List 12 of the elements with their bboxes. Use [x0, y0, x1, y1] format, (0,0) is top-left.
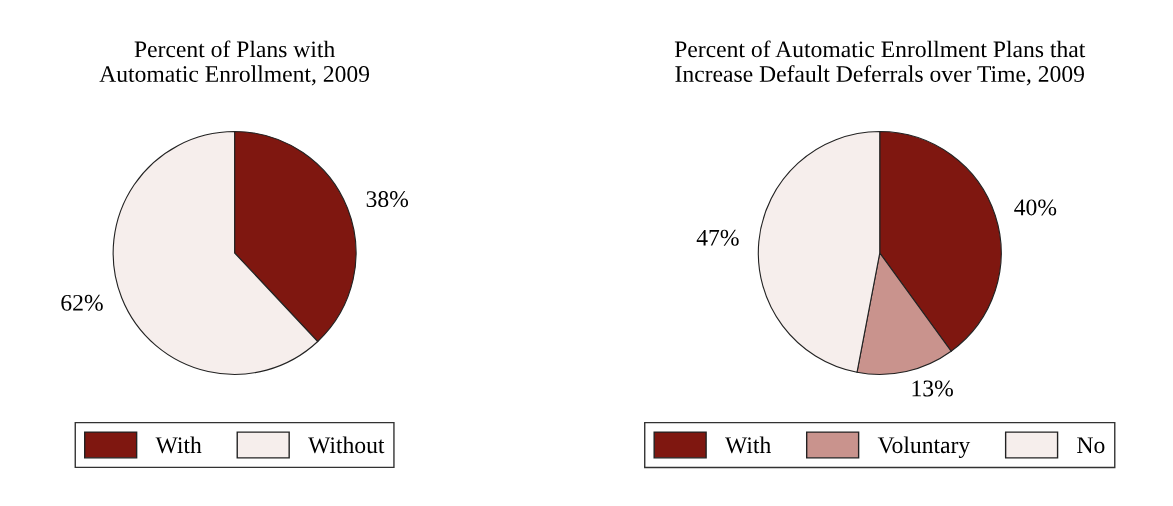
data-label: 62%	[61, 294, 103, 311]
chart-title: Percent of Plans with Automatic Enrollment, 2009	[99, 40, 370, 86]
legend-label: With	[725, 436, 771, 454]
legend-label: Without	[308, 436, 385, 454]
legend-label: With	[155, 436, 202, 454]
legend-label: Voluntary	[877, 436, 971, 458]
data-label: 40%	[1014, 199, 1057, 216]
data-label: 13%	[912, 380, 953, 397]
data-label: 47%	[696, 229, 739, 246]
chart-title: Percent of Automatic Enrollment Plans that Increase Default Deferrals over Time, 2009	[674, 40, 1086, 86]
legend-label: No	[1077, 437, 1105, 454]
data-label: 38%	[366, 191, 409, 208]
